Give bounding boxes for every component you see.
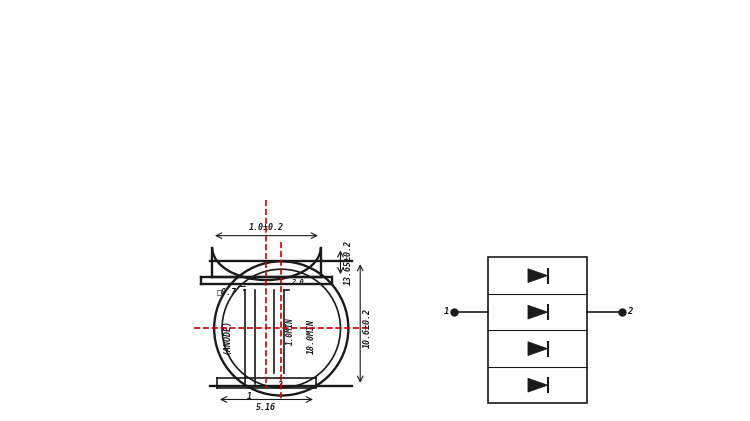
Text: (ANODE): (ANODE) <box>223 319 232 354</box>
Polygon shape <box>528 342 548 356</box>
Text: 2: 2 <box>627 307 632 316</box>
Polygon shape <box>528 305 548 319</box>
Polygon shape <box>528 269 548 282</box>
Text: 2: 2 <box>277 381 282 390</box>
Text: 1.0MIN: 1.0MIN <box>286 317 296 345</box>
Text: □0.7: □0.7 <box>217 287 237 296</box>
Text: 18.0MIN: 18.0MIN <box>307 319 316 354</box>
Bar <box>488 257 587 403</box>
Text: 5.16: 5.16 <box>256 403 277 413</box>
Text: 1: 1 <box>444 307 449 316</box>
Polygon shape <box>528 378 548 392</box>
Text: 1: 1 <box>248 392 252 400</box>
Text: 1.0±0.2: 1.0±0.2 <box>249 223 284 232</box>
Text: 2.0: 2.0 <box>291 279 304 285</box>
Text: 10.6±0.2: 10.6±0.2 <box>363 309 372 349</box>
Text: 13.65±0.2: 13.65±0.2 <box>344 240 352 285</box>
